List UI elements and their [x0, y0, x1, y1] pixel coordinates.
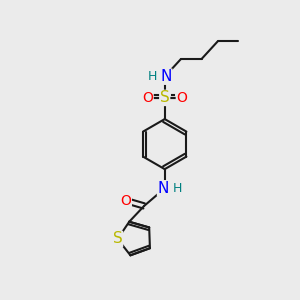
- Text: O: O: [176, 91, 187, 105]
- Text: O: O: [142, 91, 153, 105]
- Text: H: H: [172, 182, 182, 195]
- Text: S: S: [113, 231, 122, 246]
- Text: S: S: [160, 90, 169, 105]
- Text: H: H: [148, 70, 157, 83]
- Text: O: O: [120, 194, 131, 208]
- Text: N: N: [158, 181, 169, 196]
- Text: N: N: [160, 69, 172, 84]
